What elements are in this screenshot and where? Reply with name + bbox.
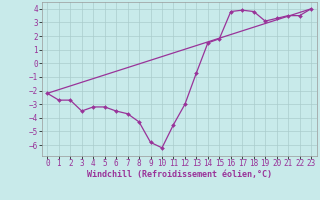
X-axis label: Windchill (Refroidissement éolien,°C): Windchill (Refroidissement éolien,°C) bbox=[87, 170, 272, 179]
